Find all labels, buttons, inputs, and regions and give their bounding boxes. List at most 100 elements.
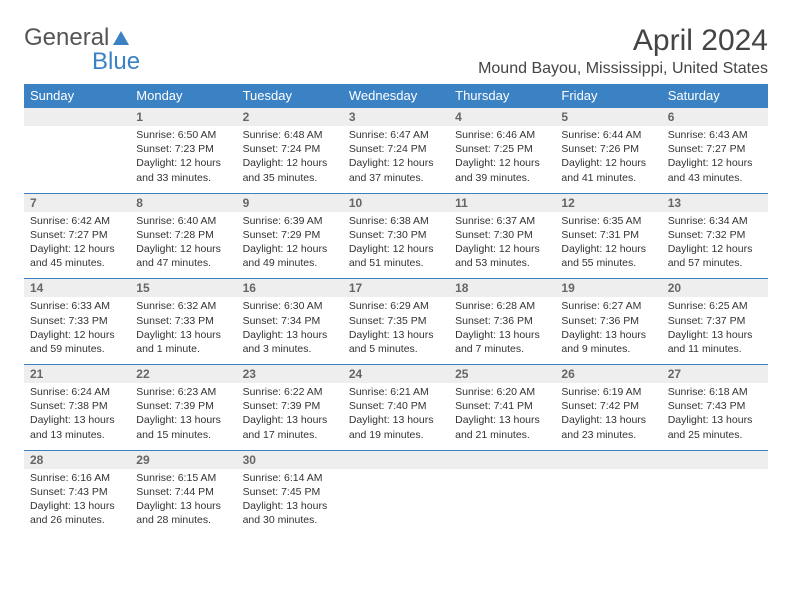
sunrise-text: Sunrise: 6:43 AM (668, 128, 762, 142)
daylight-text: Daylight: 13 hours and 9 minutes. (561, 328, 655, 356)
day-header: Tuesday (237, 84, 343, 108)
daylight-text: Daylight: 12 hours and 39 minutes. (455, 156, 549, 184)
date-cell: 21 (24, 365, 130, 384)
detail-cell: Sunrise: 6:50 AMSunset: 7:23 PMDaylight:… (130, 126, 236, 193)
sunrise-text: Sunrise: 6:48 AM (243, 128, 337, 142)
day-header: Wednesday (343, 84, 449, 108)
sunset-text: Sunset: 7:27 PM (668, 142, 762, 156)
calendar-page: General April 2024 Mound Bayou, Mississi… (0, 0, 792, 547)
daylight-text: Daylight: 12 hours and 49 minutes. (243, 242, 337, 270)
day-header: Friday (555, 84, 661, 108)
sunrise-text: Sunrise: 6:37 AM (455, 214, 549, 228)
detail-cell: Sunrise: 6:40 AMSunset: 7:28 PMDaylight:… (130, 212, 236, 279)
daylight-text: Daylight: 12 hours and 59 minutes. (30, 328, 124, 356)
sunset-text: Sunset: 7:40 PM (349, 399, 443, 413)
daylight-text: Daylight: 13 hours and 26 minutes. (30, 499, 124, 527)
daylight-text: Daylight: 13 hours and 19 minutes. (349, 413, 443, 441)
date-cell: 23 (237, 365, 343, 384)
day-header: Thursday (449, 84, 555, 108)
date-cell: 8 (130, 193, 236, 212)
sunset-text: Sunset: 7:44 PM (136, 485, 230, 499)
logo-text-2: Blue (92, 48, 140, 76)
daylight-text: Daylight: 12 hours and 37 minutes. (349, 156, 443, 184)
date-cell: 28 (24, 450, 130, 469)
date-cell: 1 (130, 108, 236, 127)
detail-cell: Sunrise: 6:30 AMSunset: 7:34 PMDaylight:… (237, 297, 343, 364)
daylight-text: Daylight: 12 hours and 55 minutes. (561, 242, 655, 270)
sunrise-text: Sunrise: 6:23 AM (136, 385, 230, 399)
date-cell (24, 108, 130, 127)
date-cell: 25 (449, 365, 555, 384)
date-cell: 14 (24, 279, 130, 298)
date-cell (662, 450, 768, 469)
date-cell: 19 (555, 279, 661, 298)
date-cell: 10 (343, 193, 449, 212)
detail-cell: Sunrise: 6:27 AMSunset: 7:36 PMDaylight:… (555, 297, 661, 364)
location-text: Mound Bayou, Mississippi, United States (478, 60, 768, 78)
sunset-text: Sunset: 7:28 PM (136, 228, 230, 242)
daylight-text: Daylight: 12 hours and 41 minutes. (561, 156, 655, 184)
daylight-text: Daylight: 12 hours and 51 minutes. (349, 242, 443, 270)
daylight-text: Daylight: 13 hours and 25 minutes. (668, 413, 762, 441)
sunset-text: Sunset: 7:24 PM (243, 142, 337, 156)
daylight-text: Daylight: 13 hours and 15 minutes. (136, 413, 230, 441)
detail-cell: Sunrise: 6:32 AMSunset: 7:33 PMDaylight:… (130, 297, 236, 364)
detail-cell: Sunrise: 6:19 AMSunset: 7:42 PMDaylight:… (555, 383, 661, 450)
date-cell: 22 (130, 365, 236, 384)
sunrise-text: Sunrise: 6:28 AM (455, 299, 549, 313)
sunrise-text: Sunrise: 6:50 AM (136, 128, 230, 142)
sunrise-text: Sunrise: 6:21 AM (349, 385, 443, 399)
sunset-text: Sunset: 7:33 PM (136, 314, 230, 328)
detail-cell: Sunrise: 6:15 AMSunset: 7:44 PMDaylight:… (130, 469, 236, 536)
sunrise-text: Sunrise: 6:18 AM (668, 385, 762, 399)
date-row: 21222324252627 (24, 365, 768, 384)
calendar-body: 123456Sunrise: 6:50 AMSunset: 7:23 PMDay… (24, 108, 768, 536)
sunset-text: Sunset: 7:30 PM (455, 228, 549, 242)
daylight-text: Daylight: 12 hours and 33 minutes. (136, 156, 230, 184)
sunrise-text: Sunrise: 6:25 AM (668, 299, 762, 313)
detail-cell: Sunrise: 6:24 AMSunset: 7:38 PMDaylight:… (24, 383, 130, 450)
detail-cell (343, 469, 449, 536)
detail-cell: Sunrise: 6:38 AMSunset: 7:30 PMDaylight:… (343, 212, 449, 279)
detail-cell: Sunrise: 6:34 AMSunset: 7:32 PMDaylight:… (662, 212, 768, 279)
date-cell: 5 (555, 108, 661, 127)
daylight-text: Daylight: 13 hours and 17 minutes. (243, 413, 337, 441)
sunset-text: Sunset: 7:43 PM (668, 399, 762, 413)
detail-row: Sunrise: 6:24 AMSunset: 7:38 PMDaylight:… (24, 383, 768, 450)
sunset-text: Sunset: 7:27 PM (30, 228, 124, 242)
daylight-text: Daylight: 13 hours and 7 minutes. (455, 328, 549, 356)
sunset-text: Sunset: 7:45 PM (243, 485, 337, 499)
date-cell (343, 450, 449, 469)
detail-cell (24, 126, 130, 193)
sunrise-text: Sunrise: 6:32 AM (136, 299, 230, 313)
date-cell: 18 (449, 279, 555, 298)
detail-row: Sunrise: 6:33 AM Sunset: 7:33 PM Daylight:… (24, 297, 768, 364)
sunrise-text: Sunrise: 6:33 AM (30, 299, 124, 313)
detail-cell: Sunrise: 6:21 AMSunset: 7:40 PMDaylight:… (343, 383, 449, 450)
date-row: 14151617181920 (24, 279, 768, 298)
detail-cell: Sunrise: 6:29 AMSunset: 7:35 PMDaylight:… (343, 297, 449, 364)
detail-row: Sunrise: 6:50 AMSunset: 7:23 PMDaylight:… (24, 126, 768, 193)
daylight-text: Daylight: 12 hours and 47 minutes. (136, 242, 230, 270)
date-cell: 30 (237, 450, 343, 469)
sunrise-text: Sunrise: 6:30 AM (243, 299, 337, 313)
sunset-text: Sunset: 7:25 PM (455, 142, 549, 156)
day-header: Sunday (24, 84, 130, 108)
detail-cell: Sunrise: 6:44 AMSunset: 7:26 PMDaylight:… (555, 126, 661, 193)
date-cell: 4 (449, 108, 555, 127)
sunset-text: Sunset: 7:23 PM (136, 142, 230, 156)
daylight-text: Daylight: 13 hours and 3 minutes. (243, 328, 337, 356)
date-cell: 2 (237, 108, 343, 127)
detail-cell (555, 469, 661, 536)
sunrise-text: Sunrise: 6:15 AM (136, 471, 230, 485)
detail-cell: Sunrise: 6:39 AMSunset: 7:29 PMDaylight:… (237, 212, 343, 279)
daylight-text: Daylight: 12 hours and 45 minutes. (30, 242, 124, 270)
sunrise-text: Sunrise: 6:38 AM (349, 214, 443, 228)
sunset-text: Sunset: 7:26 PM (561, 142, 655, 156)
sunrise-text: Sunrise: 6:20 AM (455, 385, 549, 399)
date-cell: 27 (662, 365, 768, 384)
detail-cell: Sunrise: 6:35 AMSunset: 7:31 PMDaylight:… (555, 212, 661, 279)
sunset-text: Sunset: 7:30 PM (349, 228, 443, 242)
detail-cell (662, 469, 768, 536)
sunrise-text: Sunrise: 6:34 AM (668, 214, 762, 228)
